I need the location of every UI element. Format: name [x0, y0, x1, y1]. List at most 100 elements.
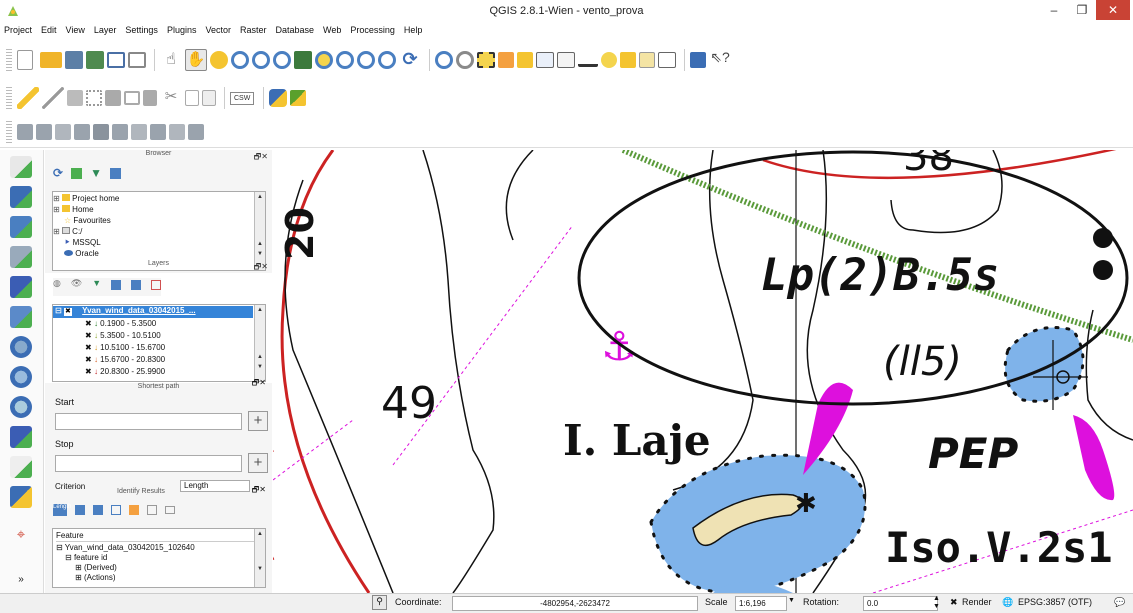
browser-item-home[interactable]: ⊞ Home [53, 205, 94, 214]
new-project-icon[interactable] [17, 50, 33, 70]
print-icon[interactable] [165, 506, 175, 514]
result-row[interactable]: ⊟ feature id [65, 553, 108, 562]
criterion-select[interactable]: Length [180, 480, 250, 492]
coordinate-field[interactable]: -4802954,-2623472 [452, 596, 698, 611]
composer-manager-icon[interactable] [128, 52, 146, 68]
toggle-editing-icon[interactable] [42, 87, 64, 109]
stop-point-input[interactable] [55, 455, 242, 472]
browser-item-c-drive[interactable]: ⊞ C:/ [53, 227, 83, 236]
result-row[interactable]: ⊟ Yvan_wind_data_03042015_102640 [56, 543, 195, 552]
save-as-icon[interactable] [86, 51, 104, 69]
shoal-water-area[interactable] [649, 453, 867, 593]
rotation-spin-icon[interactable]: ▲ ▼ [933, 595, 940, 610]
zoom-native-icon[interactable] [273, 51, 291, 69]
scale-dropdown-icon[interactable]: ▼ [788, 597, 795, 604]
save-edits-icon[interactable] [67, 90, 83, 106]
menu-help[interactable]: Help [403, 25, 423, 35]
add-wcs-layer-icon[interactable] [10, 366, 32, 388]
whats-this-icon[interactable]: ⇖? [710, 49, 730, 65]
delete-ring-icon[interactable] [131, 123, 147, 140]
menu-web[interactable]: Web [323, 25, 342, 35]
browser-tree[interactable]: ⊞ Project home ⊞ Home ☆ Favourites ⊞ C:/… [52, 191, 266, 271]
menu-vector[interactable]: Vector [205, 25, 231, 35]
panel-float-close-buttons[interactable]: 🗗✕ [251, 485, 266, 494]
delete-selected-icon[interactable] [143, 90, 157, 106]
cut-features-icon[interactable]: ✂ [164, 88, 178, 105]
new-spatialite-icon[interactable] [10, 486, 32, 508]
nautical-chart[interactable]: ✱ ⚓ 20 49 38 Lp(2)B.5s (ll5) I. Laje PEP… [273, 150, 1133, 593]
scroll-down-icon[interactable]: ▼ [257, 251, 263, 257]
new-bookmark-icon[interactable] [620, 52, 636, 68]
measure-line-icon[interactable] [578, 53, 598, 67]
menu-view[interactable]: View [65, 25, 85, 35]
python-console-icon[interactable] [269, 89, 288, 107]
add-mssql-layer-icon[interactable] [10, 276, 32, 298]
undo-icon[interactable] [17, 123, 33, 140]
render-checkbox[interactable]: ✖ [950, 597, 958, 607]
crs-globe-icon[interactable]: 🌐 [1002, 597, 1014, 607]
attribute-table-icon[interactable] [536, 52, 554, 68]
legend-class-row[interactable]: ✖ ↓ 15.6700 - 20.8300 [85, 355, 166, 364]
field-calculator-icon[interactable] [517, 52, 533, 68]
legend-class-row[interactable]: ✖ ↓ 0.1900 - 5.3500 [85, 319, 157, 328]
visibility-eye-icon[interactable]: 👁 [70, 278, 83, 288]
add-part-icon[interactable] [112, 123, 128, 140]
shoal-water-area[interactable] [1003, 326, 1085, 403]
redo-icon[interactable] [36, 123, 52, 140]
split-features-icon[interactable] [188, 123, 204, 140]
filter-legend-icon[interactable]: ▼ [92, 278, 102, 288]
zoom-to-selection-icon[interactable] [315, 51, 333, 69]
layers-tree[interactable]: ⊟ ✖ Yvan_wind_data_03042015_... ✖ ↓ 0.19… [52, 304, 266, 382]
layer-visibility-checkbox[interactable]: ✖ [63, 308, 72, 316]
result-row[interactable]: ⊞ (Actions) [75, 573, 116, 582]
maximize-button[interactable]: ❐ [1076, 3, 1088, 17]
menu-edit[interactable]: Edit [41, 25, 57, 35]
reshape-icon[interactable] [150, 123, 166, 140]
collapse-all-icon[interactable] [109, 168, 121, 179]
copy-to-clipboard-icon[interactable] [147, 505, 157, 515]
copy-features-icon[interactable] [185, 90, 199, 106]
legend-class-row[interactable]: ✖ ↓ 20.8300 - 25.9900 [85, 367, 166, 376]
filter-icon[interactable]: ▼ [90, 166, 102, 180]
remove-layer-icon[interactable] [151, 280, 162, 290]
deselect-icon[interactable] [498, 52, 514, 68]
browser-item-favourites[interactable]: ☆ Favourites [64, 216, 111, 225]
add-gps-icon[interactable]: ⌖ [16, 526, 26, 543]
layers-scrollbar[interactable]: ▲ ▲ ▼ [254, 305, 265, 381]
identify-features-icon[interactable] [435, 51, 453, 69]
minimize-button[interactable]: – [1050, 3, 1058, 17]
add-postgis-layer-icon[interactable] [10, 216, 32, 238]
coordinate-toggle-icon[interactable]: ⚲ [372, 595, 387, 610]
current-edits-icon[interactable] [17, 87, 39, 109]
rotation-field[interactable]: 0.0 [863, 596, 938, 611]
browser-item-project-home[interactable]: ⊞ Project home [53, 194, 120, 203]
zoom-in-icon[interactable] [231, 51, 249, 69]
start-point-input[interactable] [55, 413, 242, 430]
browser-item-mssql[interactable]: ⯈ MSSQL [64, 238, 101, 247]
save-project-icon[interactable] [65, 51, 83, 69]
toolbar-handle[interactable] [6, 49, 12, 71]
select-features-icon[interactable] [456, 51, 474, 69]
identify-results-tree[interactable]: Feature ⊟ Yvan_wind_data_03042015_102640… [52, 528, 266, 588]
panel-float-close-buttons[interactable]: 🗗✕ [253, 152, 268, 161]
add-selected-layers-icon[interactable] [71, 168, 83, 179]
copy-feature-icon[interactable] [129, 505, 139, 515]
scroll-down-icon[interactable]: ▼ [257, 364, 263, 370]
crs-label[interactable]: EPSG:3857 (OTF) [1018, 597, 1093, 607]
scale-field[interactable]: 1:6,196 [735, 596, 787, 611]
help-icon[interactable] [690, 52, 706, 68]
scroll-up-icon[interactable]: ▲ [257, 241, 263, 247]
node-tool-icon[interactable] [124, 91, 140, 105]
menu-plugins[interactable]: Plugins [166, 25, 197, 35]
simplify-feature-icon[interactable] [74, 123, 90, 140]
scroll-up-icon[interactable]: ▲ [257, 354, 263, 360]
pan-to-selection-icon[interactable] [210, 51, 228, 69]
refresh-icon[interactable]: ⟳ [53, 166, 64, 180]
messages-icon[interactable]: 💬 [1114, 597, 1126, 607]
pan-hand-icon[interactable]: ✋ [185, 49, 207, 71]
result-row[interactable]: ⊞ (Derived) [75, 563, 117, 572]
panel-float-close-buttons[interactable]: 🗗✕ [253, 262, 268, 271]
scroll-down-icon[interactable]: ▼ [257, 566, 263, 572]
show-bookmarks-icon[interactable] [639, 52, 655, 68]
browser-scrollbar[interactable]: ▲ ▲ ▼ [254, 192, 265, 270]
